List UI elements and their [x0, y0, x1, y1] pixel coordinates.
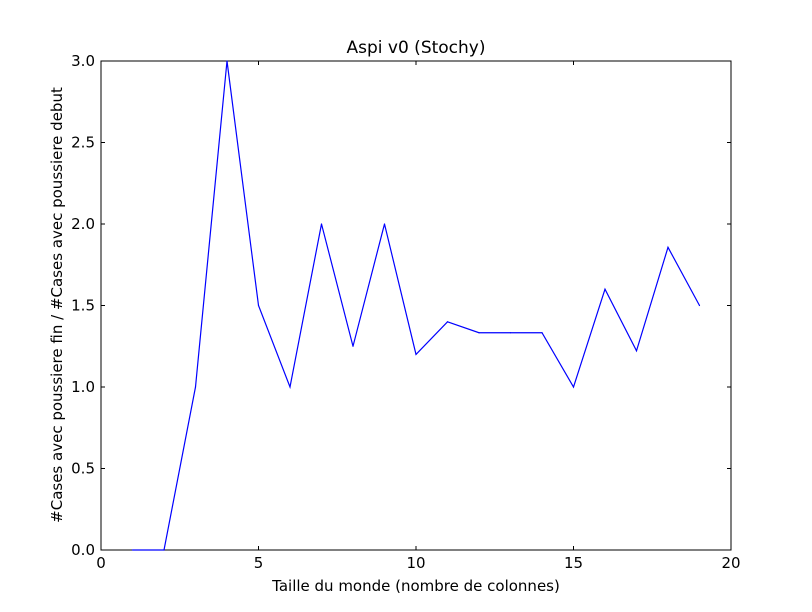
data-point — [383, 223, 386, 225]
tick-marks — [100, 60, 732, 551]
data-point — [698, 304, 701, 307]
data-point — [194, 386, 197, 388]
y-tick-label: 2.5 — [71, 134, 95, 152]
tick-labels: 0 5 10 15 20 0.0 0.5 1.0 1.5 2.0 2.5 3.0 — [71, 52, 740, 572]
data-point — [289, 386, 291, 388]
data-point — [635, 350, 638, 352]
data-point — [446, 321, 449, 323]
x-tick-label: 20 — [721, 554, 740, 572]
data-point — [478, 332, 480, 334]
x-tick-label: 10 — [406, 554, 425, 572]
data-point — [509, 332, 512, 334]
data-point — [572, 386, 575, 388]
chart-title: Aspi v0 (Stochy) — [347, 38, 486, 58]
y-tick-label: 1.5 — [71, 297, 95, 315]
y-tick-label: 2.0 — [71, 215, 95, 233]
data-point — [257, 304, 260, 307]
data-point — [131, 549, 134, 551]
y-tick-label: 0.0 — [71, 541, 95, 559]
data-point — [604, 288, 606, 290]
plot-area — [100, 60, 732, 551]
data-point — [320, 223, 323, 225]
y-tick-label: 3.0 — [71, 52, 95, 70]
data-point — [352, 345, 354, 347]
data-point — [415, 353, 417, 355]
data-point — [226, 60, 228, 62]
y-tick-label: 1.0 — [71, 378, 95, 396]
data-point — [541, 332, 543, 334]
x-tick-label: 15 — [564, 554, 583, 572]
x-axis-label: Taille du monde (nombre de colonnes) — [271, 577, 560, 595]
x-tick-label: 0 — [96, 554, 106, 572]
y-tick-label: 0.5 — [71, 460, 95, 478]
data-point — [163, 549, 165, 551]
y-axis-label: #Cases avec poussiere fin / #Cases avec … — [48, 87, 66, 523]
series-lines — [131, 60, 701, 551]
x-tick-label: 5 — [254, 554, 264, 572]
data-point — [667, 246, 669, 248]
